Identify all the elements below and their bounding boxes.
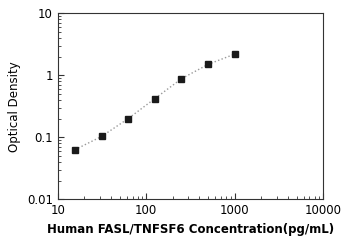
X-axis label: Human FASL/TNFSF6 Concentration(pg/mL): Human FASL/TNFSF6 Concentration(pg/mL)	[47, 223, 334, 236]
Y-axis label: Optical Density: Optical Density	[8, 61, 21, 152]
